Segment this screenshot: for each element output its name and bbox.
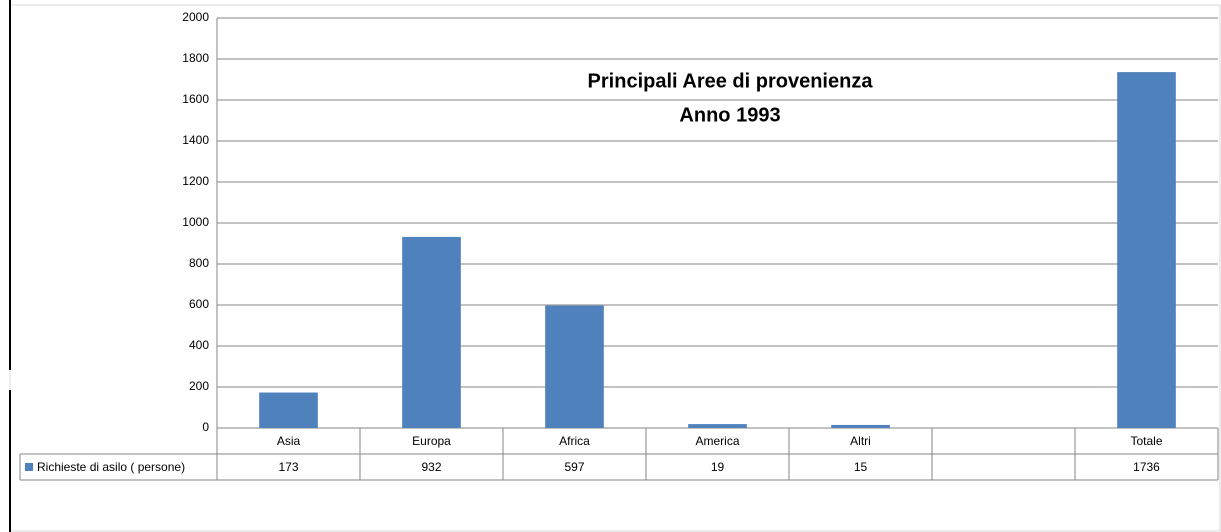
y-tick-label: 1400 [182,133,209,147]
bar [259,392,318,428]
y-tick-label: 1800 [182,51,209,65]
y-tick-label: 2000 [182,10,209,24]
table-value: 597 [564,460,584,474]
x-tick-label: Africa [559,434,590,448]
x-tick-label: Totale [1130,434,1162,448]
y-tick-label: 800 [189,256,209,270]
bar [545,305,604,428]
y-tick-label: 600 [189,297,209,311]
table-value: 1736 [1133,460,1160,474]
y-tick-label: 1000 [182,215,209,229]
legend-swatch [25,463,33,471]
y-tick-label: 200 [189,379,209,393]
y-tick-label: 0 [202,420,209,434]
bar [1117,72,1176,429]
table-value: 15 [854,460,868,474]
y-tick-label: 400 [189,338,209,352]
bar [688,424,747,428]
table-value: 932 [421,460,441,474]
x-tick-label: Asia [277,434,301,448]
bar [402,236,461,428]
chart-title: Principali Aree di provenienza [588,70,874,92]
x-tick-label: Europa [412,434,451,448]
bar [831,424,890,428]
y-tick-label: 1600 [182,92,209,106]
chart-subtitle: Anno 1993 [679,104,780,126]
x-tick-label: Altri [850,434,871,448]
table-value: 19 [711,460,725,474]
legend-label: Richieste di asilo ( persone) [37,460,185,474]
x-tick-label: America [695,434,739,448]
table-value: 173 [278,460,298,474]
y-tick-label: 1200 [182,174,209,188]
